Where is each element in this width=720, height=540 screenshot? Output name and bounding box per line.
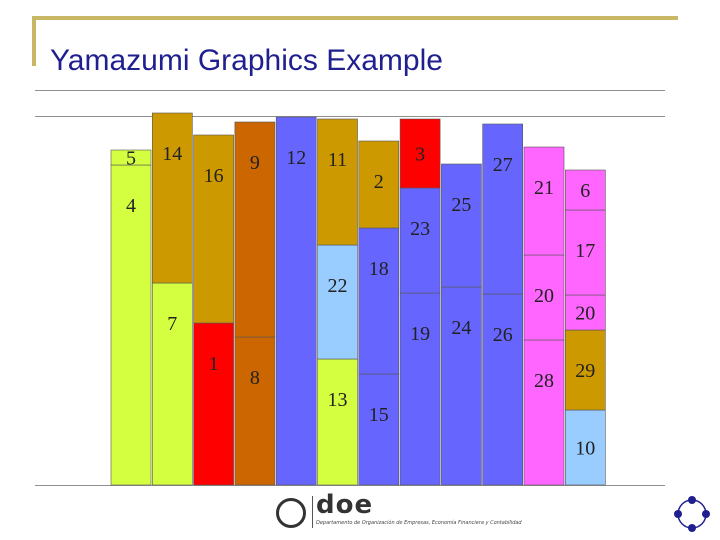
bar-segment-8-0 [441, 286, 482, 486]
bar-segment-1-1 [152, 112, 193, 284]
segment-label-8-0: 24 [451, 317, 471, 339]
segment-label-5-1: 22 [328, 275, 348, 297]
doe-logo: doe Departamento de Organización de Empr… [276, 490, 526, 530]
segment-label-5-2: 11 [328, 149, 347, 171]
bar-segment-6-1 [358, 227, 400, 375]
logo-divider [312, 496, 313, 528]
segment-label-7-1: 23 [410, 218, 430, 240]
segment-label-1-1: 14 [162, 143, 182, 165]
bar-segment-9-0 [482, 293, 524, 486]
chart-top-rule [35, 90, 665, 91]
bar-segment-3-0 [234, 336, 276, 486]
segment-label-9-0: 26 [493, 324, 513, 346]
bar-segment-11-3 [564, 209, 606, 296]
bar-segment-7-0 [399, 292, 441, 486]
bar-segment-5-0 [317, 358, 358, 486]
bar-segment-8-1 [441, 163, 482, 288]
segment-label-11-0: 10 [575, 438, 595, 460]
bar-segment-3-1 [234, 121, 276, 338]
segment-label-2-1: 16 [204, 165, 224, 187]
bar-segment-7-2 [399, 118, 441, 189]
segment-label-0-1: 5 [126, 148, 136, 170]
segment-label-7-0: 19 [410, 323, 430, 345]
segment-label-6-2: 2 [374, 171, 384, 193]
title-frame-top [32, 16, 678, 20]
segment-label-8-1: 25 [451, 194, 471, 216]
bar-segment-4-0 [275, 116, 317, 486]
segment-label-9-1: 27 [493, 154, 513, 176]
bar-segment-9-1 [482, 123, 524, 295]
bar-segment-10-2 [523, 146, 565, 256]
segment-label-7-2: 3 [415, 144, 425, 166]
segment-label-5-0: 13 [328, 389, 348, 411]
bar-segment-2-0 [193, 322, 234, 486]
bar-segment-2-1 [193, 134, 234, 324]
logo-text: doe [316, 490, 374, 520]
segment-label-11-1: 29 [575, 360, 595, 382]
segment-label-4-0: 12 [286, 147, 306, 169]
segment-label-3-0: 8 [250, 367, 260, 389]
bar-segment-5-2 [317, 118, 358, 246]
segment-label-11-3: 17 [575, 240, 595, 262]
bar-segment-5-1 [317, 244, 358, 360]
bar-segment-0-1 [110, 149, 152, 166]
segment-label-0-0: 4 [126, 195, 136, 217]
logo-subtitle: Departamento de Organización de Empresas… [316, 520, 522, 526]
bar-segment-6-2 [358, 140, 400, 229]
segment-label-1-0: 7 [167, 313, 177, 335]
bar-segment-1-0 [152, 282, 193, 486]
slide-title: Yamazumi Graphics Example [50, 44, 443, 77]
bar-segment-10-0 [523, 339, 565, 486]
bar-segment-6-0 [358, 373, 400, 486]
segment-label-2-0: 1 [209, 353, 219, 375]
segment-label-10-2: 21 [534, 177, 554, 199]
segment-label-6-0: 15 [369, 404, 389, 426]
bar-segment-11-2 [564, 294, 606, 331]
bar-segment-11-0 [564, 409, 606, 486]
doe-logo-icon [276, 498, 306, 528]
navigation-ring-icon [674, 496, 710, 532]
chart-ceiling-rule [35, 116, 665, 117]
segment-label-10-0: 28 [534, 370, 554, 392]
title-frame-left [32, 16, 36, 66]
segment-label-3-1: 9 [250, 152, 260, 174]
segment-label-10-1: 20 [534, 285, 554, 307]
segment-label-6-1: 18 [369, 258, 389, 280]
bar-segment-0-0 [110, 164, 152, 486]
bar-segment-10-1 [523, 254, 565, 341]
segment-label-11-2: 20 [575, 303, 595, 325]
bar-segment-11-4 [564, 169, 606, 211]
segment-label-11-4: 6 [580, 180, 590, 202]
bar-segment-7-1 [399, 187, 441, 294]
